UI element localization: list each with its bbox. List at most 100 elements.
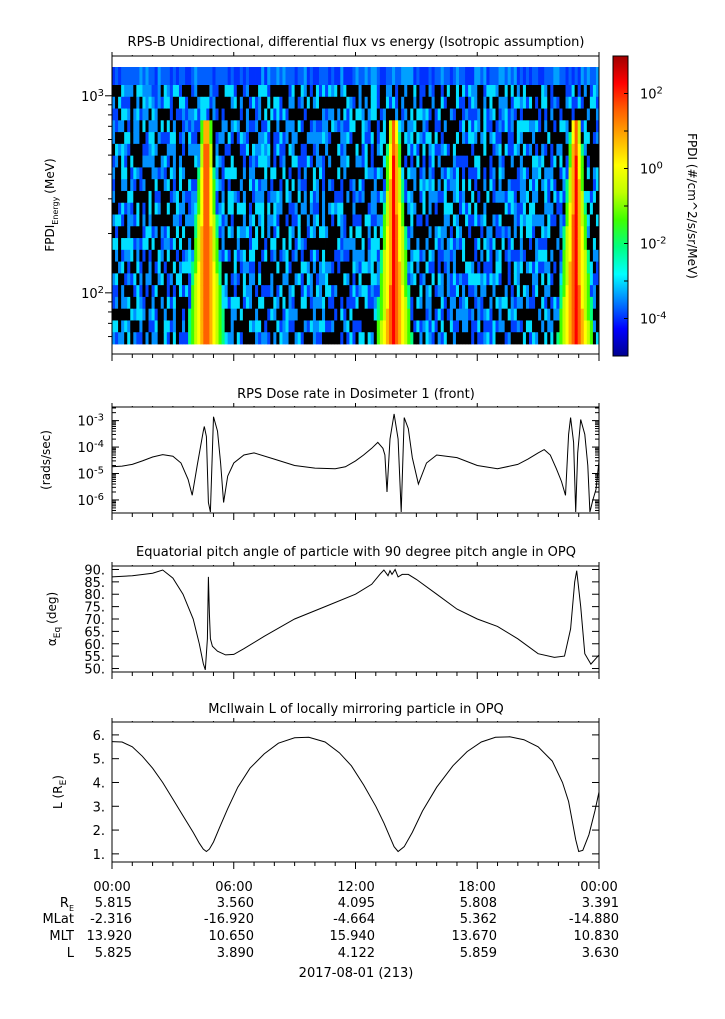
spectrogram-cell	[322, 226, 326, 239]
spectrogram-cell	[245, 320, 250, 333]
spectrogram-cell	[483, 120, 487, 133]
spectrogram-cell	[586, 296, 591, 310]
spectrogram-cell	[367, 296, 372, 310]
spectrogram-cell	[303, 332, 308, 345]
spectrogram-cell	[139, 332, 143, 345]
spectrogram-cell	[203, 67, 207, 85]
spectrogram-cell	[483, 296, 487, 310]
spectrogram-cell	[416, 96, 420, 109]
spectrogram-cell	[115, 214, 119, 227]
spectrogram-cell	[385, 249, 390, 262]
spectrogram-cell	[556, 143, 560, 157]
spectrogram-cell	[474, 238, 478, 251]
spectrogram-cell	[416, 249, 420, 262]
spectrogram-cell	[215, 296, 219, 310]
spectrogram-cell	[239, 85, 244, 98]
spectrogram-cell	[194, 226, 198, 239]
spectrogram-cell	[586, 143, 591, 157]
spectrogram-cell	[495, 85, 499, 98]
spectrogram-cell	[583, 120, 588, 133]
spectrogram-cell	[477, 167, 481, 180]
spectrogram-cell	[477, 67, 481, 85]
spectrogram-cell	[379, 190, 384, 204]
spectrogram-cell	[352, 179, 356, 192]
spectrogram-cell	[163, 167, 168, 180]
spectrogram-cell	[550, 67, 554, 85]
spectrogram-cell	[248, 179, 253, 192]
spectrogram-cell	[248, 332, 253, 345]
spectrogram-cell	[282, 308, 286, 321]
spectrogram-cell	[349, 67, 353, 85]
spectrogram-cell	[331, 261, 335, 274]
pitch-angle-y-label: αEq(deg)	[45, 592, 63, 646]
spectrogram-cell	[303, 96, 308, 109]
spectrogram-cell	[507, 96, 512, 109]
spectrogram-cell	[343, 214, 347, 227]
spectrogram-cell	[449, 202, 454, 215]
spectrogram-cell	[398, 179, 402, 192]
spectrogram-cell	[112, 308, 116, 321]
spectrogram-cell	[395, 132, 399, 145]
spectrogram-cell	[373, 108, 378, 121]
spectrogram-cell	[501, 132, 506, 145]
spectrogram-cell	[297, 226, 302, 239]
spectrogram-cell	[504, 296, 509, 310]
spectrogram-cell	[245, 308, 250, 321]
spectrogram-cell	[556, 238, 560, 251]
spectrogram-cell	[532, 120, 536, 133]
spectrogram-cell	[398, 85, 402, 98]
spectrogram-cell	[297, 308, 302, 321]
spectrogram-cell	[559, 85, 563, 98]
spectrogram-cell	[580, 214, 585, 227]
spectrogram-cell	[233, 261, 238, 274]
spectrogram-cell	[328, 214, 332, 227]
spectrogram-cell	[151, 308, 156, 321]
spectrogram-cell	[227, 249, 232, 262]
spectrogram-cell	[178, 132, 183, 145]
spectrogram-cell	[379, 238, 384, 251]
spectrogram-cell	[197, 320, 201, 333]
spectrogram-cell	[565, 132, 569, 145]
spectrogram-cell	[413, 261, 417, 274]
spectrogram-cell	[230, 261, 235, 274]
spectrogram-cell	[410, 320, 414, 333]
spectrogram-cell	[215, 320, 219, 333]
spectrogram-cell	[130, 167, 134, 180]
spectrogram-cell	[550, 143, 554, 157]
spectrogram-cell	[197, 273, 201, 286]
spectrogram-cell	[379, 296, 384, 310]
spectrogram-cell	[513, 249, 518, 262]
spectrogram-cell	[437, 249, 442, 262]
spectrogram-cell	[331, 273, 335, 286]
spectrogram-cell	[401, 285, 405, 298]
spectrogram-cell	[288, 120, 292, 133]
spectrogram-cell	[340, 296, 344, 310]
spectrogram-cell	[343, 249, 347, 262]
spectrogram-cell	[151, 179, 156, 192]
mcilwain-l-y-tick-label: 4.	[93, 776, 105, 791]
spectrogram-cell	[513, 332, 518, 345]
spectrogram-cell	[489, 332, 493, 345]
spectrogram-cell	[300, 285, 305, 298]
spectrogram-cell	[325, 320, 329, 333]
spectrogram-cell	[178, 226, 183, 239]
spectrogram-cell	[331, 238, 335, 251]
spectrogram-cell	[455, 273, 460, 286]
spectrogram-cell	[513, 108, 518, 121]
spectrogram-cell	[428, 190, 432, 204]
spectrogram-cell	[315, 155, 320, 168]
spectrogram-cell	[133, 332, 137, 345]
spectrogram-cell	[489, 320, 493, 333]
spectrogram-cell	[182, 190, 186, 204]
spectrogram-cell	[571, 308, 576, 321]
spectrogram-cell	[370, 120, 375, 133]
spectrogram-cell	[516, 273, 521, 286]
spectrogram-cell	[565, 320, 569, 333]
dose-rate-y-ticks: 10-310-410-510-6	[77, 407, 599, 511]
spectrogram-cell	[562, 308, 566, 321]
spectrogram-cell	[148, 226, 152, 239]
spectrogram-cell	[334, 296, 338, 310]
colorbar-tick-base: 10	[640, 163, 657, 178]
spectrogram-cell	[206, 143, 210, 157]
spectrogram-cell	[458, 155, 463, 168]
